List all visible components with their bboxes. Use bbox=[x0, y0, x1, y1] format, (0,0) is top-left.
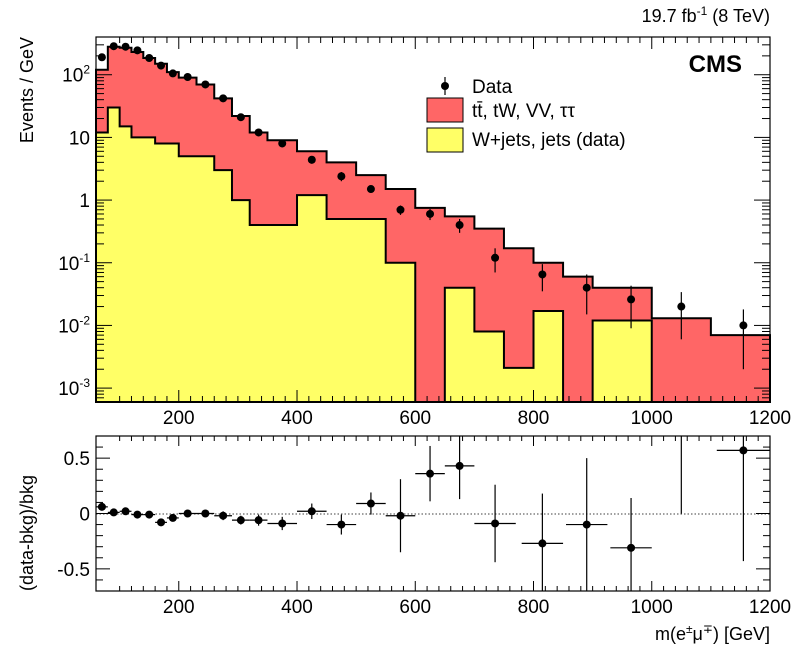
ratio-y-tick-label: 0 bbox=[79, 505, 90, 526]
ratio-point bbox=[278, 519, 287, 528]
y-tick-label: 10 bbox=[69, 128, 90, 149]
ratio-x-tick-label: 400 bbox=[281, 597, 313, 618]
data-point bbox=[183, 73, 192, 82]
main-plot-frame bbox=[95, 36, 771, 403]
ratio-point bbox=[366, 499, 375, 508]
main-plot-axes: 200 400 600 800 1000 1200 1 10 102 10-3 10-2 10-1 bbox=[58, 36, 791, 429]
data-point bbox=[677, 302, 686, 311]
ratio-point bbox=[582, 520, 591, 529]
ratio-y-tick-label: -0.5 bbox=[57, 560, 90, 581]
ratio-point bbox=[491, 519, 500, 528]
ratio-point bbox=[455, 461, 464, 470]
data-point bbox=[157, 61, 166, 70]
x-tick-label: 400 bbox=[281, 408, 313, 429]
ratio-point bbox=[307, 507, 316, 516]
y-tick-label: 10-3 bbox=[58, 376, 90, 400]
data-point bbox=[219, 94, 228, 103]
y-tick-label: 10-2 bbox=[58, 313, 90, 337]
ratio-point bbox=[254, 516, 263, 525]
legend-ttbar-swatch bbox=[426, 97, 464, 123]
x-tick-label: 200 bbox=[163, 408, 195, 429]
ratio-plot: 200 400 600 800 1000 1200 0.5 0 -0.5 (data-bkg)/… bbox=[17, 435, 791, 644]
data-point bbox=[236, 113, 245, 122]
data-point bbox=[109, 42, 118, 51]
x-axis-title: m(e±μ∓) [GeV] bbox=[655, 622, 770, 644]
ratio-point bbox=[337, 520, 346, 529]
y-tick-label: 1 bbox=[79, 191, 90, 212]
data-point bbox=[97, 53, 106, 62]
ratio-x-tick-label: 600 bbox=[399, 597, 431, 618]
ratio-points bbox=[96, 436, 770, 591]
ratio-point bbox=[145, 510, 154, 519]
legend-ttbar-label: tt̄, tW, VV, ττ bbox=[472, 101, 576, 122]
ratio-point bbox=[739, 446, 748, 455]
ratio-point bbox=[201, 509, 210, 518]
legend-wjets-label: W+jets, jets (data) bbox=[472, 130, 626, 151]
data-point bbox=[121, 42, 130, 51]
ratio-point bbox=[426, 469, 435, 478]
data-point bbox=[145, 53, 154, 62]
data-points bbox=[97, 42, 748, 370]
x-tick-label: 600 bbox=[399, 408, 431, 429]
data-point bbox=[307, 155, 316, 164]
y-tick-label: 102 bbox=[62, 63, 90, 87]
legend: Data tt̄, tW, VV, ττ W+jets, jets (data) bbox=[426, 77, 626, 153]
ratio-x-tick-label: 1200 bbox=[749, 597, 791, 618]
data-point bbox=[582, 283, 591, 292]
ratio-point bbox=[183, 509, 192, 518]
data-point bbox=[455, 221, 464, 230]
data-point bbox=[396, 205, 405, 214]
data-point bbox=[739, 321, 748, 330]
data-point bbox=[278, 139, 287, 148]
data-point bbox=[201, 80, 210, 89]
x-tick-label: 1200 bbox=[749, 408, 791, 429]
data-point bbox=[538, 270, 547, 279]
ratio-x-tick-label: 800 bbox=[518, 597, 550, 618]
main-plot: 200 400 600 800 1000 1200 1 10 102 10-3 10-2 10-1 C… bbox=[17, 36, 791, 429]
data-point bbox=[426, 209, 435, 218]
x-tick-label: 800 bbox=[518, 408, 550, 429]
main-y-axis-title: Events / GeV bbox=[17, 37, 37, 143]
y-tick-label: 10-1 bbox=[58, 251, 90, 275]
ratio-point bbox=[627, 543, 636, 552]
ratio-y-tick-label: 0.5 bbox=[64, 449, 90, 470]
legend-wjets-swatch bbox=[426, 127, 464, 153]
ratio-x-tick-label: 200 bbox=[163, 597, 195, 618]
data-point bbox=[627, 295, 636, 304]
ratio-point bbox=[121, 507, 130, 516]
cms-label: CMS bbox=[689, 51, 742, 78]
data-point bbox=[337, 172, 346, 181]
ratio-point bbox=[538, 539, 547, 548]
luminosity-label: 19.7 fb-1 (8 TeV) bbox=[642, 4, 770, 26]
ratio-point bbox=[396, 511, 405, 520]
ratio-point bbox=[219, 511, 228, 520]
ratio-plot-axes: 200 400 600 800 1000 1200 0.5 0 -0.5 bbox=[57, 436, 791, 618]
x-tick-label: 1000 bbox=[631, 408, 673, 429]
data-point bbox=[168, 69, 177, 78]
ratio-x-tick-label: 1000 bbox=[631, 597, 673, 618]
ratio-point bbox=[109, 508, 118, 517]
ratio-point bbox=[236, 516, 245, 525]
ratio-point bbox=[97, 502, 106, 511]
ratio-point bbox=[157, 518, 166, 527]
data-point bbox=[254, 128, 263, 137]
data-point bbox=[366, 185, 375, 194]
data-point bbox=[491, 253, 500, 262]
ratio-y-axis-title: (data-bkg)/bkg bbox=[17, 475, 37, 591]
ratio-point bbox=[168, 513, 177, 522]
legend-data-label: Data bbox=[472, 77, 513, 98]
legend-data-marker bbox=[441, 82, 449, 90]
ratio-point bbox=[133, 510, 142, 519]
data-point bbox=[133, 46, 142, 55]
